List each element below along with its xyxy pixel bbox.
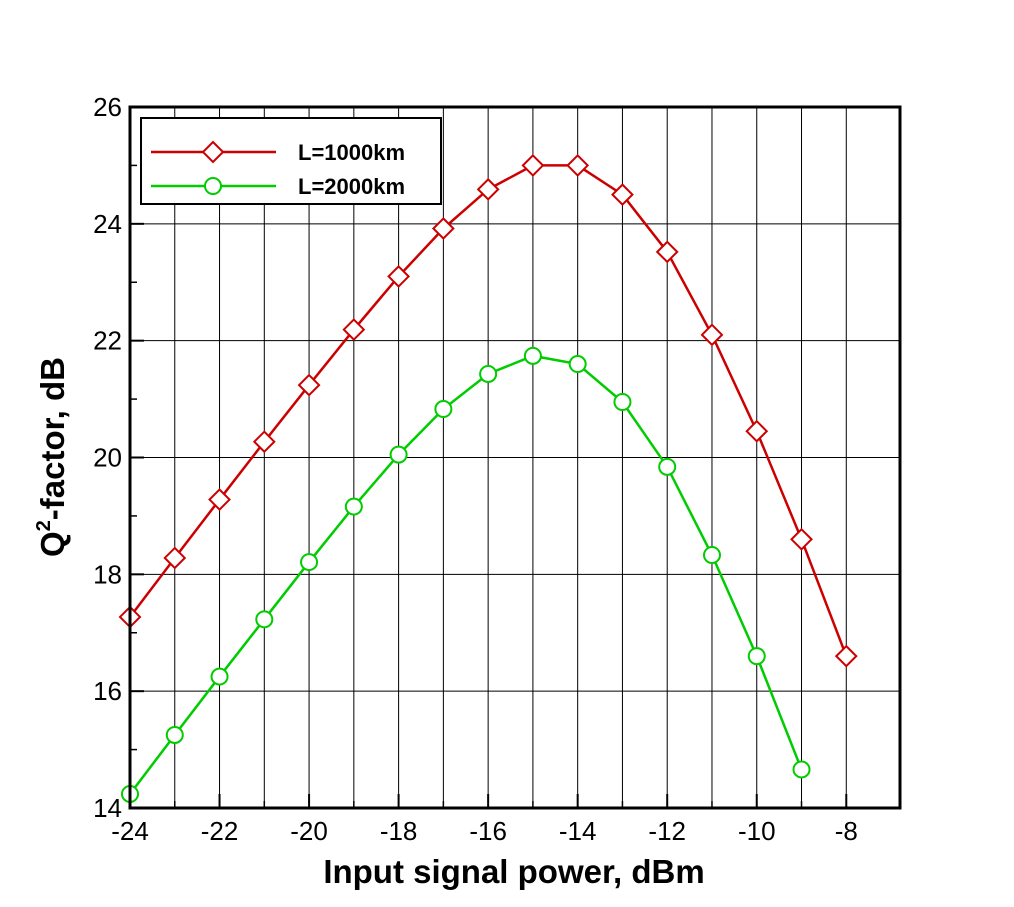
marker-diamond [431,217,455,240]
legend-box [140,117,442,205]
marker-diamond [476,177,500,201]
grid-lines [130,107,900,808]
marker-circle [792,760,811,779]
marker-circle [300,553,319,572]
x-tick-label: -8 [835,816,858,846]
marker-diamond [790,527,813,551]
y-tick-label: 26 [93,92,122,122]
marker-circle [568,355,587,374]
y-tick-label: 14 [93,793,122,823]
legend-item-2000km: L=2000km [151,174,405,199]
marker-circle [389,445,408,464]
legend-item-1000km: L=1000km [151,140,405,165]
marker-diamond [655,240,679,264]
y-tick-label: 24 [93,209,122,239]
marker-diamond [252,430,276,454]
legend-marker-diamond [201,140,225,164]
svg-text:Q2-factor, dB: Q2-factor, dB [33,357,71,557]
x-tick-label: -24 [111,816,149,846]
x-tick-label: -18 [380,816,418,846]
y-axis-title: Q2-factor, dB [33,357,71,557]
marker-diamond [342,318,366,341]
x-tick-label: -10 [738,816,776,846]
marker-circle [658,457,677,476]
y-tick-label: 16 [93,676,122,706]
y-axis-title-superscript: 2 [33,520,55,531]
marker-circle [702,546,721,565]
marker-circle [747,647,766,666]
x-tick-label: -12 [648,816,686,846]
y-axis-title-main: Q [34,531,71,557]
x-axis-title: Input signal power, dBm [323,853,704,890]
y-tick-label: 20 [93,443,122,473]
legend: L=1000km L=2000km [140,117,442,205]
marker-diamond [387,264,411,288]
marker-circle [523,346,542,365]
x-tick-label: -22 [201,816,239,846]
marker-diamond [745,419,769,443]
marker-diamond [566,154,590,177]
series-L=1000km [118,154,858,668]
tick-labels: -24 -22 -20 -18 -16 -14 -12 -10 -8 14 16 18 20 22 24 26 [93,92,858,846]
marker-diamond [208,488,231,511]
marker-circle [165,725,184,744]
series-line [129,354,803,795]
marker-diamond [521,154,545,177]
marker-diamond [611,183,634,207]
series-layer [118,154,858,803]
legend-marker-circle [204,177,222,195]
series-L=2000km [121,346,811,803]
legend-label-1000km: L=1000km [298,140,405,165]
y-tick-label: 22 [93,326,122,356]
marker-circle [479,364,498,383]
y-tick-label: 18 [93,559,122,589]
marker-circle [255,610,274,629]
marker-diamond [163,546,187,570]
marker-circle [344,497,363,516]
marker-circle [434,400,453,419]
marker-circle [204,177,222,195]
marker-circle [210,667,229,686]
axis-ticks [129,106,848,809]
y-axis-title-rest: -factor, dB [34,357,71,520]
x-tick-label: -14 [559,816,597,846]
legend-label-2000km: L=2000km [298,174,405,199]
x-tick-label: -16 [469,816,507,846]
marker-circle [613,393,632,412]
marker-diamond [834,644,858,668]
marker-diamond [297,373,321,397]
x-tick-label: -20 [290,816,328,846]
marker-diamond [201,140,225,164]
marker-diamond [700,323,724,347]
